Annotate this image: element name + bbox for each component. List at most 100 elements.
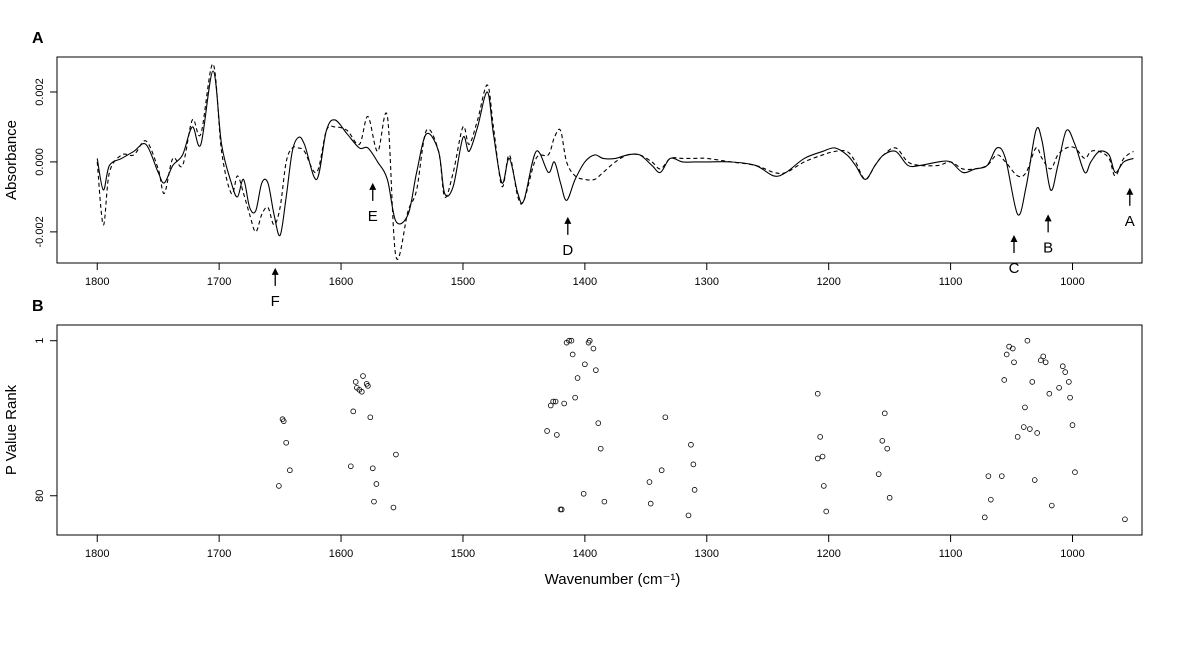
point xyxy=(593,367,599,373)
x-tick-label: 1600 xyxy=(329,548,353,560)
point xyxy=(1062,369,1068,375)
annotation-label: F xyxy=(271,293,280,310)
point xyxy=(358,388,365,395)
point xyxy=(1024,337,1031,344)
point xyxy=(1072,469,1078,475)
point xyxy=(985,473,992,479)
x-tick-label: 1800 xyxy=(85,276,109,288)
point xyxy=(369,465,376,472)
x-tick-label: 1100 xyxy=(939,548,963,560)
point xyxy=(283,439,289,446)
point xyxy=(1069,422,1076,428)
arrow-head xyxy=(1044,214,1052,222)
point xyxy=(1048,502,1055,509)
point xyxy=(691,487,698,493)
point xyxy=(287,467,293,474)
point xyxy=(1003,351,1010,358)
point xyxy=(558,506,565,513)
spectrum-line xyxy=(96,63,1134,260)
annotation-label: A xyxy=(1125,213,1135,230)
point xyxy=(1011,359,1017,366)
point xyxy=(1001,377,1008,383)
point xyxy=(276,483,282,489)
x-tick-label: 1300 xyxy=(695,548,719,560)
x-tick-label: 1800 xyxy=(85,548,109,560)
point xyxy=(561,400,567,407)
point xyxy=(1046,390,1053,397)
point xyxy=(658,467,665,474)
point xyxy=(981,514,988,521)
point xyxy=(371,498,377,505)
point xyxy=(1038,357,1044,364)
arrow-head xyxy=(564,216,572,224)
x-tick-label: 1400 xyxy=(573,548,597,560)
panel-label: B xyxy=(32,298,44,315)
point xyxy=(1122,516,1128,523)
point xyxy=(574,375,581,381)
point xyxy=(350,408,357,415)
point xyxy=(568,337,575,344)
point xyxy=(1014,434,1021,440)
point xyxy=(552,398,559,405)
x-tick-label: 1200 xyxy=(816,276,840,288)
x-tick-label: 1300 xyxy=(695,276,719,288)
x-tick-label: 1000 xyxy=(1060,276,1084,288)
point xyxy=(662,414,669,421)
point xyxy=(601,498,608,505)
point xyxy=(348,463,354,470)
point xyxy=(999,473,1005,479)
panel-label: A xyxy=(32,30,44,47)
point xyxy=(586,337,593,344)
point xyxy=(352,379,359,385)
annotation-label: E xyxy=(368,208,378,225)
point xyxy=(590,345,597,352)
x-tick-label: 1700 xyxy=(207,548,231,560)
point xyxy=(595,420,602,426)
plot-frame xyxy=(56,324,1143,536)
point xyxy=(1034,430,1040,436)
point xyxy=(821,483,827,489)
y-tick-label: 1 xyxy=(34,338,46,344)
point xyxy=(547,402,554,409)
point xyxy=(1059,363,1066,370)
point xyxy=(647,500,654,507)
arrow-head xyxy=(369,182,377,190)
y-tick-label: 0.002 xyxy=(34,78,46,106)
point xyxy=(690,461,697,468)
spectrum-line xyxy=(96,70,1134,237)
point xyxy=(879,437,886,444)
y-tick-label: -0.002 xyxy=(34,216,46,247)
annotation-label: C xyxy=(1009,260,1020,277)
annotation-label: B xyxy=(1043,239,1053,256)
point xyxy=(881,410,888,417)
point xyxy=(1020,424,1027,430)
point xyxy=(544,428,550,434)
x-tick-label: 1200 xyxy=(816,548,840,560)
point xyxy=(566,337,572,344)
point xyxy=(365,383,371,389)
x-axis-label: Wavenumber (cm⁻¹) xyxy=(545,571,681,588)
point xyxy=(580,490,587,497)
point xyxy=(280,418,287,424)
point xyxy=(367,414,374,421)
point xyxy=(884,445,891,452)
point xyxy=(390,504,397,511)
y-tick-label: 80 xyxy=(34,490,46,502)
point xyxy=(1056,385,1062,391)
point xyxy=(1040,353,1047,360)
point xyxy=(988,496,994,503)
point xyxy=(554,432,560,438)
point xyxy=(685,512,692,519)
arrow-head xyxy=(1010,235,1018,243)
point xyxy=(875,471,882,477)
x-tick-label: 1700 xyxy=(207,276,231,288)
point xyxy=(814,390,821,397)
point xyxy=(569,351,576,358)
point xyxy=(1022,404,1028,411)
point xyxy=(886,494,893,501)
point xyxy=(1042,359,1049,366)
x-tick-label: 1500 xyxy=(451,548,475,560)
point xyxy=(1031,477,1038,483)
point xyxy=(1067,394,1073,401)
point xyxy=(582,361,588,368)
